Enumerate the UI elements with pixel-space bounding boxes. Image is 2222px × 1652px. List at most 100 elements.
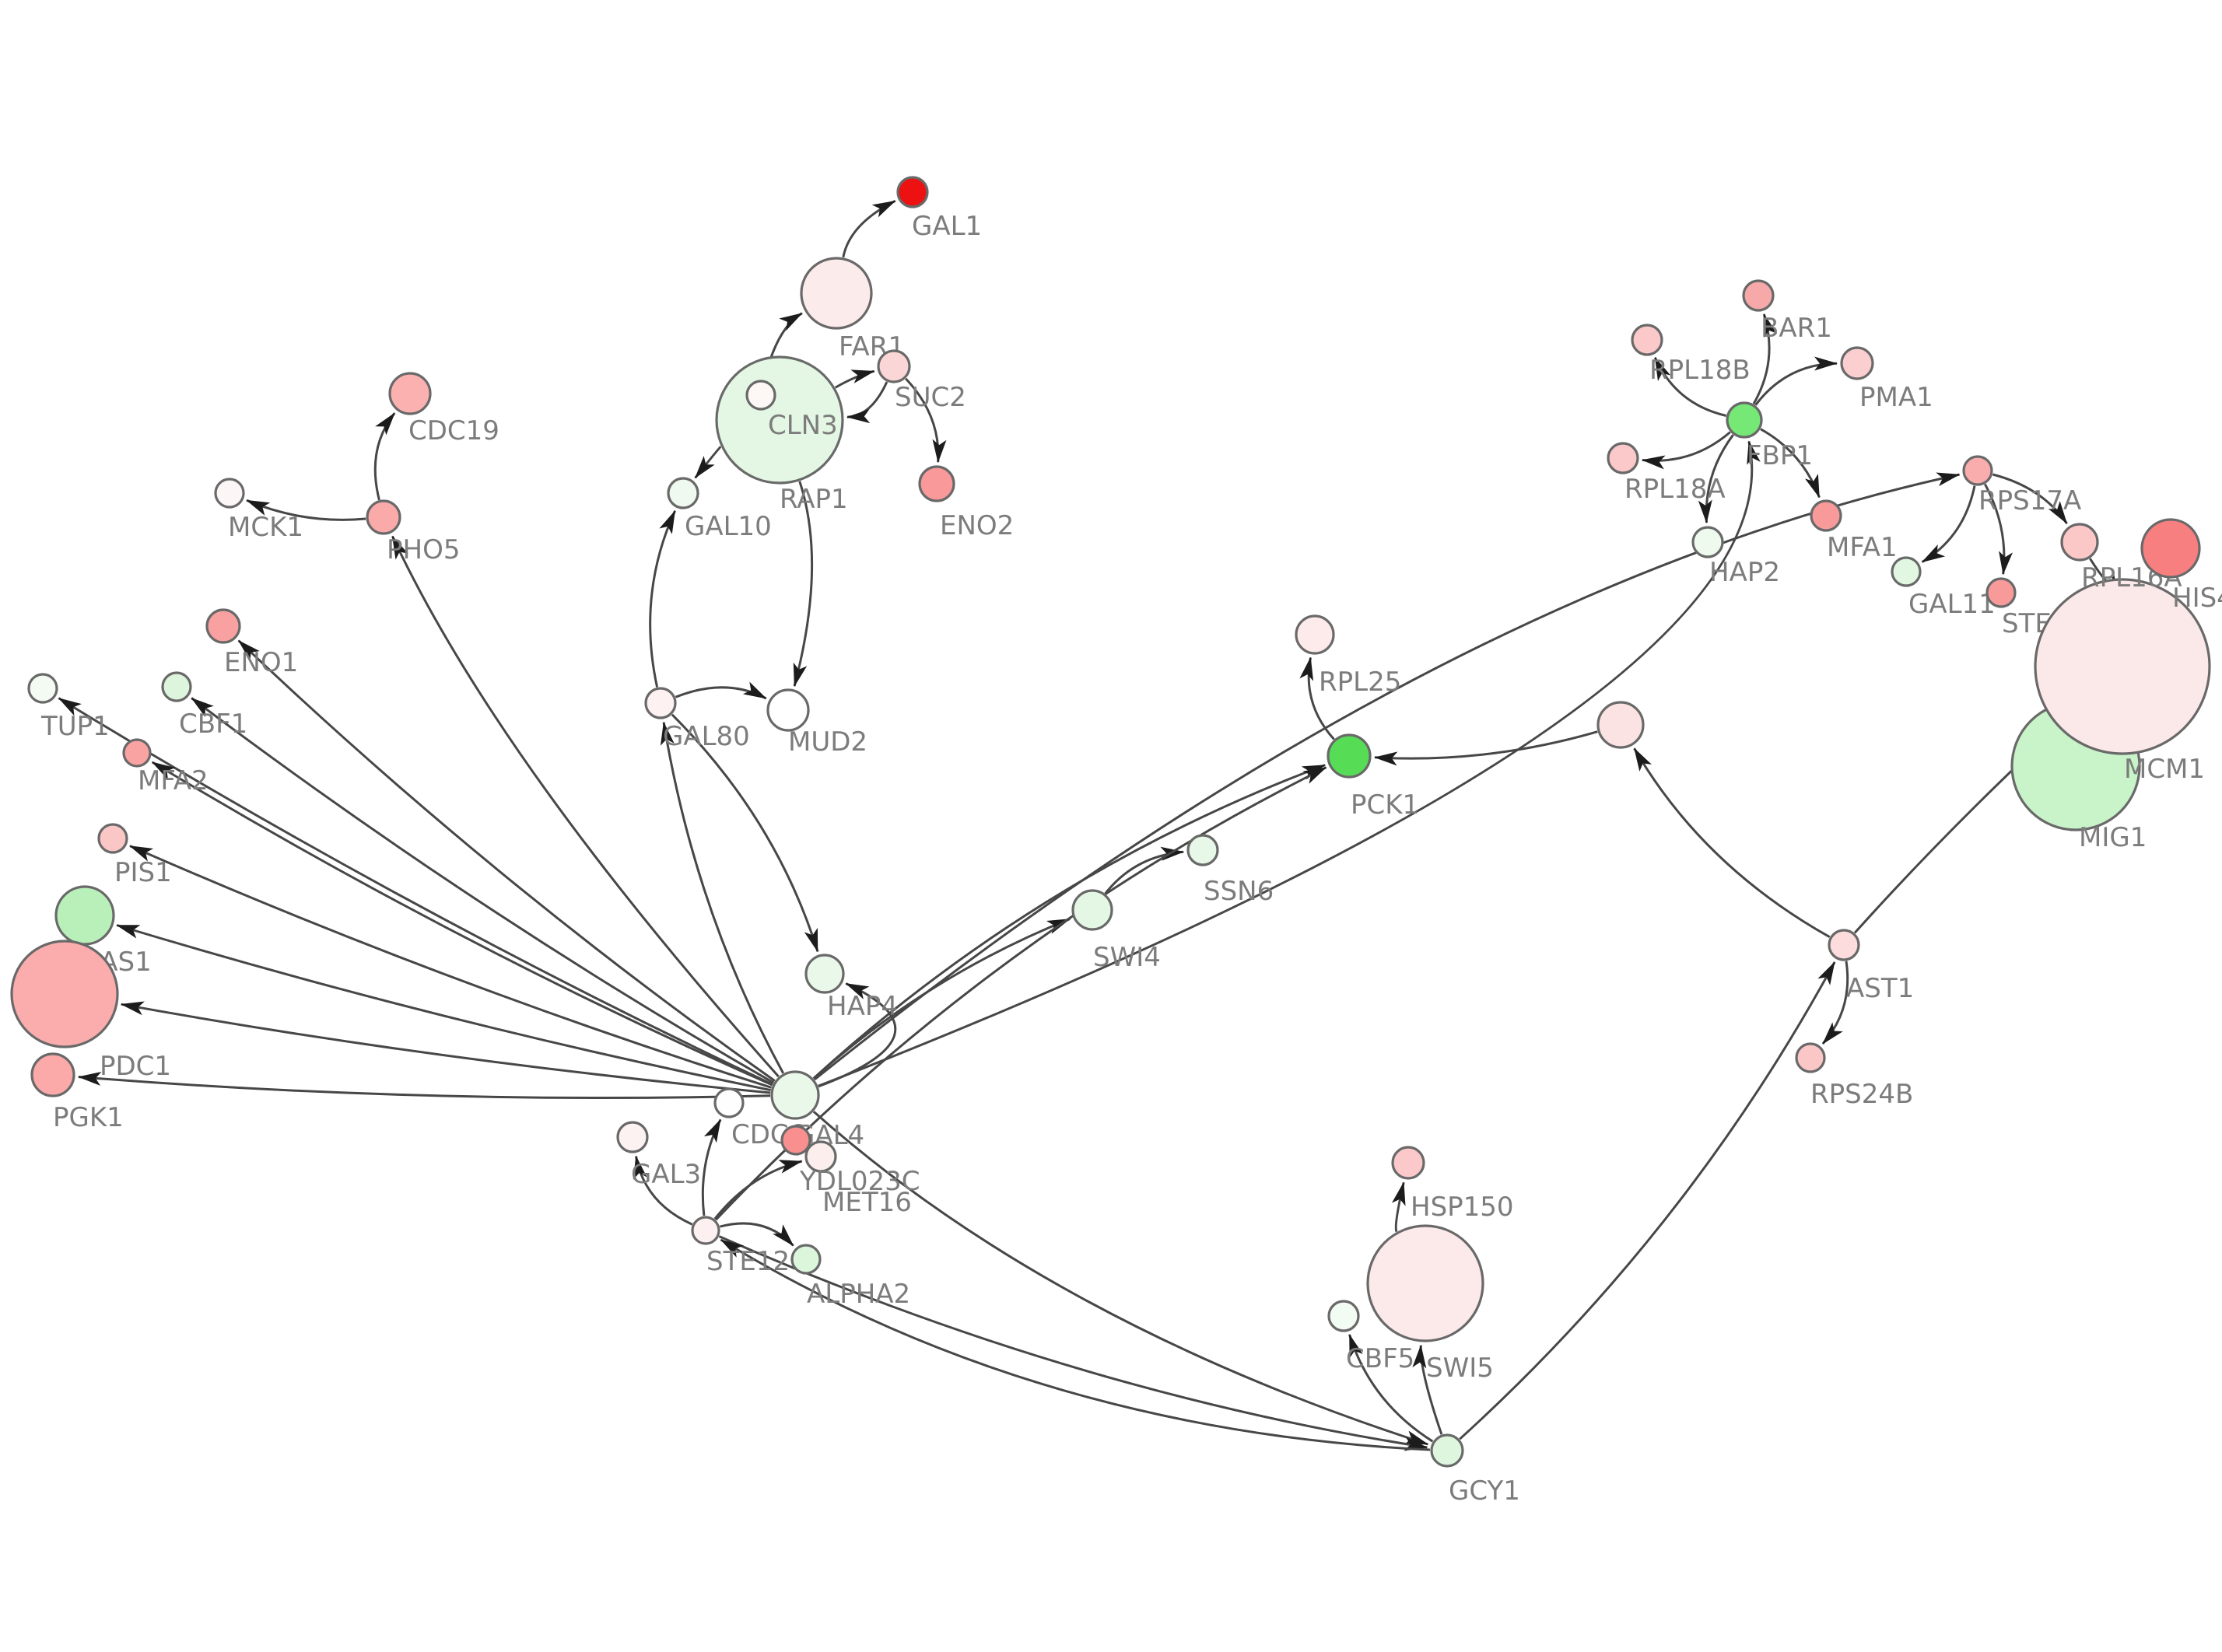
edge-RAP1-SUC2[interactable] — [834, 369, 875, 389]
edge-GAL4-CBF1[interactable] — [191, 697, 774, 1084]
edge-STE12-GCY1[interactable] — [718, 1235, 1428, 1451]
edge-GAL4-GAL80[interactable] — [660, 721, 785, 1074]
edge-GAL4-MFA2[interactable] — [151, 761, 773, 1087]
edge-GAL4-RPS17A[interactable] — [814, 472, 1961, 1081]
network-node-PMA1[interactable] — [1840, 346, 1874, 380]
edge-FAR1-GAL1[interactable] — [842, 199, 896, 258]
network-node-MET16[interactable] — [804, 1140, 837, 1173]
network-node-SWI4[interactable] — [1071, 889, 1113, 931]
edge-PHO5-CDC19[interactable] — [373, 412, 396, 501]
edge-PCK1-RPL25[interactable] — [1299, 656, 1335, 740]
edge-GAL80-HAP4[interactable] — [671, 713, 819, 953]
network-node-ENO2[interactable] — [918, 465, 955, 502]
network-node-MUD2[interactable] — [766, 688, 810, 732]
edge-RPS17A-RPL16A[interactable] — [1992, 473, 2068, 524]
edge-GAL4-RAS1[interactable] — [116, 924, 771, 1092]
network-node-RAS1[interactable] — [54, 885, 115, 946]
network-node-HIS4[interactable] — [2140, 518, 2201, 579]
edge-PHO5-MCK1[interactable] — [246, 499, 366, 521]
edge-FBP1-MFA1[interactable] — [1760, 428, 1821, 499]
network-node-RPL18A[interactable] — [1607, 442, 1639, 474]
edge-RAP1-MUD2[interactable] — [793, 481, 814, 688]
edge-GCY1-SWI5[interactable] — [1412, 1344, 1443, 1435]
network-node-RPL25[interactable] — [1295, 614, 1335, 655]
network-node-RPL16A[interactable] — [2060, 523, 2099, 562]
edge-GAL4-TUP1[interactable] — [58, 697, 773, 1086]
network-node-GAL4[interactable] — [770, 1070, 820, 1120]
edge-GAL4-ENO1[interactable] — [237, 639, 776, 1082]
network-node-PDC1[interactable] — [10, 940, 119, 1048]
network-node-BAR1[interactable] — [1742, 279, 1775, 312]
edge-GAL4-PCK1[interactable] — [812, 764, 1327, 1080]
edge-GAL4-PHO5[interactable] — [391, 535, 780, 1078]
edge-SWI5-HSP150[interactable] — [1391, 1181, 1406, 1233]
edge-SWI4-SSN6[interactable] — [1104, 846, 1185, 894]
edge-AST1-RPS24B[interactable] — [1821, 961, 1849, 1045]
edge-GAL80-MUD2[interactable] — [675, 681, 767, 700]
network-node-PIS1[interactable] — [97, 823, 128, 854]
network-node-unlabeled[interactable] — [1596, 701, 1645, 749]
network-node-HAP2[interactable] — [1691, 526, 1724, 558]
edge-GAL4-PDC1[interactable] — [120, 1001, 771, 1094]
edge-FBP1-PMA1[interactable] — [1754, 356, 1838, 406]
network-node-HSP150[interactable] — [1391, 1146, 1425, 1180]
edge-RAP1-GAL10[interactable] — [694, 445, 722, 479]
network-node-PGK1[interactable] — [30, 1052, 75, 1097]
network-node-SSN6[interactable] — [1186, 834, 1219, 866]
network-node-MCM1[interactable] — [2034, 578, 2211, 755]
edge-GCY1-AST1[interactable] — [1459, 961, 1836, 1440]
edge-STE12-GAL3[interactable] — [633, 1155, 693, 1226]
edge-STE12-CDC6[interactable] — [701, 1118, 722, 1216]
edge-GCY1-CBF5[interactable] — [1348, 1333, 1434, 1443]
network-node-CLN3[interactable] — [745, 380, 776, 411]
network-node-RPS24B[interactable] — [1795, 1042, 1826, 1073]
edge-GAL80-GAL10[interactable] — [649, 509, 676, 688]
edge-AST1-UNLABELED[interactable] — [1633, 747, 1831, 939]
network-node-GAL11[interactable] — [1891, 556, 1922, 587]
network-node-ALPHA2[interactable] — [790, 1244, 822, 1275]
network-node-MFA1[interactable] — [1810, 499, 1842, 532]
network-node-ENO1[interactable] — [205, 608, 241, 644]
network-node-SWI5[interactable] — [1366, 1224, 1484, 1342]
edge-GAL4-PIS1[interactable] — [129, 845, 772, 1089]
network-node-MFA2[interactable] — [122, 738, 152, 768]
network-node-PCK1[interactable] — [1327, 733, 1372, 779]
edge-SUC2-ENO2[interactable] — [905, 377, 947, 464]
network-node-SUC2[interactable] — [877, 349, 911, 383]
network-node-CBF5[interactable] — [1327, 1300, 1360, 1332]
network-node-RPL18B[interactable] — [1631, 324, 1663, 356]
network-node-CBF1[interactable] — [161, 671, 192, 702]
network-node-RPS17A[interactable] — [1962, 455, 1993, 486]
edge-STE12-ALPHA2[interactable] — [720, 1222, 794, 1247]
network-node-GAL1[interactable] — [896, 176, 929, 208]
edge-GAL4-FBP1[interactable] — [818, 440, 1761, 1087]
network-node-GAL10[interactable] — [667, 477, 699, 509]
network-node-GCY1[interactable] — [1430, 1433, 1464, 1468]
network-node-YDL023C[interactable] — [780, 1125, 811, 1156]
edge-SUC2-RAP1[interactable] — [846, 381, 888, 424]
edge-GAL4-GCY1[interactable] — [812, 1111, 1429, 1446]
edge-UNLABELED-PCK1[interactable] — [1374, 730, 1598, 766]
edge-GCY1-STE12[interactable] — [720, 1238, 1431, 1451]
edge-FBP1-RPL18A[interactable] — [1641, 431, 1731, 470]
network-node-CDC19[interactable] — [388, 372, 432, 415]
network-node-PHO5[interactable] — [366, 499, 401, 535]
edge-GAL4-PGK1[interactable] — [77, 1071, 771, 1099]
edge-FBP1-RPL18B[interactable] — [1653, 356, 1726, 417]
edge-RPS17A-GAL11[interactable] — [1921, 485, 1976, 563]
network-node-MCK1[interactable] — [214, 478, 245, 509]
network-node-FBP1[interactable] — [1726, 401, 1763, 439]
network-node-AST1[interactable] — [1828, 929, 1860, 961]
network-node-GAL3[interactable] — [616, 1121, 649, 1153]
network-node-STE2[interactable] — [1985, 577, 2017, 608]
network-node-CDC6[interactable] — [713, 1087, 745, 1118]
network-node-TUP1[interactable] — [27, 673, 58, 704]
network-node-HAP4[interactable] — [804, 954, 845, 994]
network-node-STE12[interactable] — [691, 1216, 720, 1245]
edge-RPS17A-STE2[interactable] — [1984, 483, 2013, 576]
network-node-FAR1[interactable] — [800, 257, 873, 330]
network-node-GAL80[interactable] — [644, 687, 677, 719]
edge-FBP1-BAR1[interactable] — [1752, 313, 1778, 404]
